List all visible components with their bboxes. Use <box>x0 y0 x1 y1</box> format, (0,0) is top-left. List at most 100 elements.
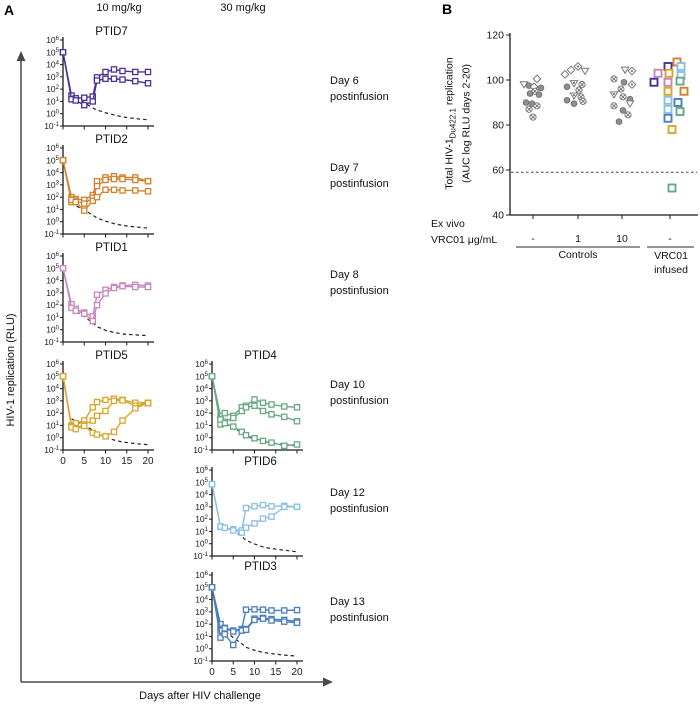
svg-text:104: 104 <box>46 168 59 178</box>
svg-text:101: 101 <box>46 312 59 322</box>
svg-text:101: 101 <box>46 96 59 106</box>
chart-title-PTID4: PTID4 <box>244 350 277 362</box>
svg-text:20: 20 <box>291 667 303 678</box>
svg-text:102: 102 <box>46 84 59 94</box>
panel-a-x-axis-label: Days after HIV challenge <box>139 690 261 702</box>
svg-text:20: 20 <box>142 456 154 467</box>
group-label-minus-2: - <box>668 233 672 245</box>
panel-b-label: B <box>442 1 453 17</box>
chart-title-PTID7: PTID7 <box>95 26 128 38</box>
svg-text:102: 102 <box>46 192 59 202</box>
bracket-label-vrc01-infused: VRC01 infused <box>640 249 700 277</box>
panel-b-vrc01-ugml-label: VRC01 μg/mL <box>431 234 498 246</box>
svg-text:0: 0 <box>60 456 66 467</box>
day-label-7-line1: Day 7 <box>330 162 359 174</box>
svg-text:100: 100 <box>195 539 208 549</box>
chart-PTID7: 106 105 104 103 102 101 100 10-1 PTID7 <box>44 26 154 131</box>
svg-text:100: 100 <box>46 325 59 335</box>
day-label-10: Day 10 postinfusion <box>330 378 389 409</box>
svg-text:102: 102 <box>195 619 208 629</box>
day-label-7-line2: postinfusion <box>330 177 389 190</box>
chart-title-PTID2: PTID2 <box>95 134 128 146</box>
day-label-13-line2: postinfusion <box>330 611 389 624</box>
svg-text:106: 106 <box>46 359 59 369</box>
svg-text:10-1: 10-1 <box>44 229 59 239</box>
chart-title-PTID3: PTID3 <box>244 561 277 573</box>
column-header-10mgkg: 10 mg/kg <box>96 2 142 14</box>
svg-text:101: 101 <box>195 420 208 430</box>
group-label-1: 1 <box>575 233 581 245</box>
decay-line-PTID7 <box>71 92 149 121</box>
svg-text:106: 106 <box>195 465 208 475</box>
svg-text:120: 120 <box>486 30 504 42</box>
chart-title-PTID6: PTID6 <box>244 456 277 468</box>
svg-text:15: 15 <box>270 667 282 678</box>
svg-text:101: 101 <box>46 420 59 430</box>
day-label-13-line1: Day 13 <box>330 596 365 608</box>
svg-text:10: 10 <box>249 667 261 678</box>
svg-text:103: 103 <box>46 72 59 82</box>
chart-PTID5: 106 105 104 103 102 101 100 10-10 5 10 15 20 PTID5 <box>44 350 154 467</box>
day-label-8-line1: Day 8 <box>330 269 359 281</box>
panel-b-y-axis-label-line2: (AUC log RLU days 2-20) <box>460 63 473 184</box>
decay-line-PTID4 <box>220 419 298 447</box>
svg-text:105: 105 <box>46 263 59 273</box>
svg-text:100: 100 <box>46 109 59 119</box>
svg-text:106: 106 <box>195 570 208 580</box>
svg-text:101: 101 <box>195 631 208 641</box>
svg-text:103: 103 <box>46 288 59 298</box>
svg-text:5: 5 <box>81 456 87 467</box>
day-label-6-line2: postinfusion <box>330 90 389 103</box>
panel-a-label: A <box>4 2 15 18</box>
series-line-PTID7-0 <box>62 52 148 100</box>
day-label-10-line1: Day 10 <box>330 379 365 391</box>
svg-text:102: 102 <box>46 300 59 310</box>
svg-text:60: 60 <box>492 165 504 177</box>
chart-PTID4: 106 105 104 103 102 101 100 10-1 PTID4 <box>193 350 303 455</box>
svg-text:102: 102 <box>46 408 59 418</box>
day-label-6-line1: Day 6 <box>330 75 359 87</box>
day-label-7: Day 7 postinfusion <box>330 161 389 192</box>
svg-text:104: 104 <box>46 384 59 394</box>
bracket-label-infused: infused <box>654 264 688 276</box>
svg-text:102: 102 <box>195 408 208 418</box>
svg-text:10-1: 10-1 <box>44 337 59 347</box>
svg-text:10-1: 10-1 <box>44 445 59 455</box>
chart-PTID2: 106 105 104 103 102 101 100 10-1 PTID2 <box>44 134 154 239</box>
svg-text:10-1: 10-1 <box>193 551 208 561</box>
svg-text:105: 105 <box>46 371 59 381</box>
decay-line-PTID3 <box>220 626 298 657</box>
svg-text:100: 100 <box>486 75 504 87</box>
svg-text:80: 80 <box>492 120 504 132</box>
panel-b-y-axis-label-line1: Total HIV-1Du422.1 replication <box>443 57 458 190</box>
svg-text:10-1: 10-1 <box>193 445 208 455</box>
svg-text:10-1: 10-1 <box>44 121 59 131</box>
svg-text:105: 105 <box>195 582 208 592</box>
svg-text:103: 103 <box>195 607 208 617</box>
svg-text:103: 103 <box>195 396 208 406</box>
chart-title-PTID1: PTID1 <box>95 242 128 254</box>
svg-text:106: 106 <box>46 251 59 261</box>
svg-text:106: 106 <box>46 35 59 45</box>
svg-text:104: 104 <box>195 384 208 394</box>
day-label-12: Day 12 postinfusion <box>330 486 389 517</box>
svg-text:100: 100 <box>195 433 208 443</box>
svg-text:104: 104 <box>195 490 208 500</box>
day-label-8-line2: postinfusion <box>330 284 389 297</box>
svg-text:106: 106 <box>46 143 59 153</box>
day-label-12-line1: Day 12 <box>330 487 365 499</box>
svg-text:100: 100 <box>195 644 208 654</box>
panel-b-y-axis-label: Total HIV-1Du422.1 replication (AUC log … <box>443 38 473 210</box>
decay-line-PTID2 <box>71 201 149 229</box>
svg-text:0: 0 <box>209 667 215 678</box>
svg-text:5: 5 <box>230 667 236 678</box>
day-label-10-line2: postinfusion <box>330 394 389 407</box>
svg-text:10-1: 10-1 <box>193 656 208 666</box>
svg-text:10: 10 <box>100 456 112 467</box>
chart-PTID6: 106 105 104 103 102 101 100 10-1 PTID6 <box>193 456 303 561</box>
day-label-6: Day 6 postinfusion <box>330 74 389 105</box>
bracket-label-controls: Controls <box>558 249 598 261</box>
chart-panel-b: 40 60 80 100 120 <box>486 30 698 248</box>
svg-text:15: 15 <box>121 456 133 467</box>
